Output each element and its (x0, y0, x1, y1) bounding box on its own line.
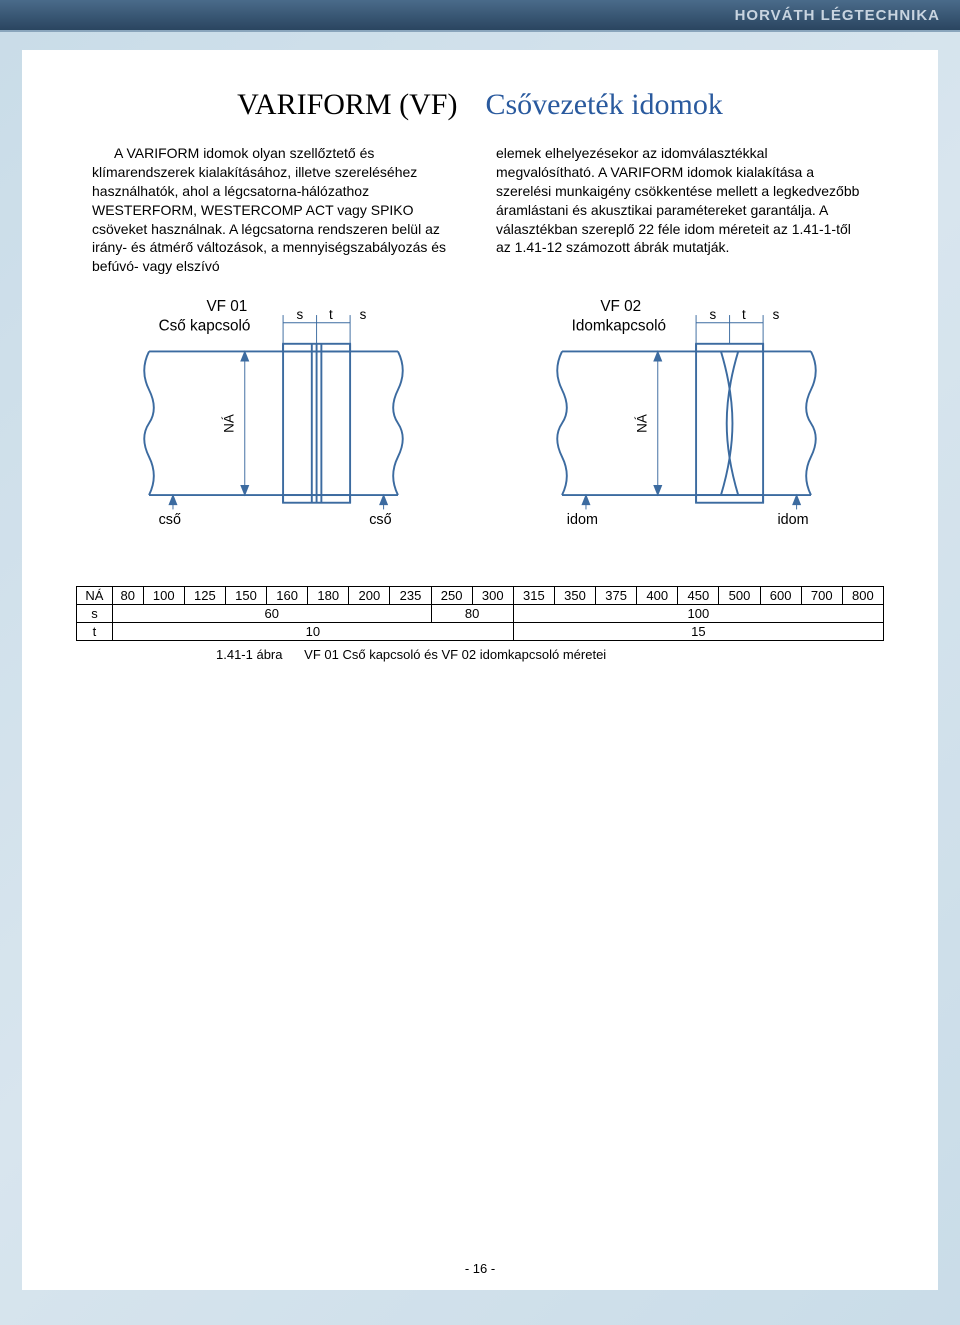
table-header-cell: 800 (842, 587, 883, 605)
table-row-label: t (77, 623, 113, 641)
vf01-dim-s2: s (360, 307, 367, 322)
diagram-vf02-svg: VF 02 Idomkapcsoló s t s (495, 294, 878, 543)
table-header-cell: 450 (678, 587, 719, 605)
table-header-cell: 315 (513, 587, 554, 605)
table-header-cell: 125 (184, 587, 225, 605)
vf01-dim-t: t (329, 307, 333, 322)
vf01-side-left: cső (159, 512, 181, 528)
caption-text: VF 01 Cső kapcsoló és VF 02 idomkapcsoló… (304, 647, 606, 662)
table-header-cell: 200 (349, 587, 390, 605)
table-header-cell: 350 (554, 587, 595, 605)
vf01-na: NÁ (221, 414, 236, 433)
diagrams-row: VF 01 Cső kapcsoló s t s (22, 276, 938, 548)
table-header-row: NÁ80100125150160180200235250300315350375… (77, 587, 884, 605)
table-cell: 100 (513, 605, 883, 623)
caption-ref: 1.41-1 ábra (216, 647, 283, 662)
vf02-name: Idomkapcsoló (572, 318, 666, 335)
table-header-cell: 80 (112, 587, 143, 605)
page: VARIFORM (VF) Csővezeték idomok A VARIFO… (22, 50, 938, 1290)
vf01-side-right: cső (369, 512, 391, 528)
vf02-code: VF 02 (600, 298, 641, 315)
table-header-cell: 235 (390, 587, 431, 605)
table-header-cell: 160 (267, 587, 308, 605)
intro-right: elemek elhelyezésekor az idomválasztékka… (496, 144, 868, 276)
vf02-dim-s1: s (709, 307, 716, 322)
title-left: VARIFORM (VF) (237, 88, 457, 121)
vf01-name: Cső kapcsoló (159, 318, 251, 335)
vf02-na: NÁ (634, 414, 649, 433)
vf02-dim-s2: s (773, 307, 780, 322)
table-caption: 1.41-1 ábra VF 01 Cső kapcsoló és VF 02 … (76, 647, 884, 662)
page-number: - 16 - (22, 1261, 938, 1276)
table-header-cell: 400 (637, 587, 678, 605)
table-header-cell: 500 (719, 587, 760, 605)
table-row-label: s (77, 605, 113, 623)
table-header-cell: 600 (760, 587, 801, 605)
table-cell: 15 (513, 623, 883, 641)
diagram-vf01: VF 01 Cső kapcsoló s t s (82, 294, 465, 548)
header-bar: HORVÁTH LÉGTECHNIKA (0, 0, 960, 32)
table-row: s6080100 (77, 605, 884, 623)
table-header-cell: 100 (143, 587, 184, 605)
intro-columns: A VARIFORM idomok olyan szellőztető és k… (22, 122, 938, 276)
table-header-cell: 375 (596, 587, 637, 605)
table-header-cell: 700 (801, 587, 842, 605)
vf02-dim-t: t (742, 307, 746, 322)
intro-left: A VARIFORM idomok olyan szellőztető és k… (92, 144, 464, 276)
table-row: t1015 (77, 623, 884, 641)
vf01-dim-s1: s (296, 307, 303, 322)
brand-text: HORVÁTH LÉGTECHNIKA (735, 7, 940, 24)
table-header-cell: NÁ (77, 587, 113, 605)
table-header-cell: 180 (308, 587, 349, 605)
vf01-code: VF 01 (206, 298, 247, 315)
table-cell: 10 (112, 623, 513, 641)
document-title: VARIFORM (VF) Csővezeték idomok (22, 50, 938, 122)
dimensions-table-wrap: NÁ80100125150160180200235250300315350375… (22, 548, 938, 662)
vf02-side-right: idom (777, 512, 808, 528)
table-cell: 80 (431, 605, 513, 623)
vf02-side-left: idom (567, 512, 598, 528)
table-cell: 60 (112, 605, 431, 623)
dimensions-table: NÁ80100125150160180200235250300315350375… (76, 586, 884, 641)
table-header-cell: 250 (431, 587, 472, 605)
title-right: Csővezeték idomok (485, 88, 722, 121)
diagram-vf02: VF 02 Idomkapcsoló s t s (495, 294, 878, 548)
diagram-vf01-svg: VF 01 Cső kapcsoló s t s (82, 294, 465, 543)
table-header-cell: 150 (225, 587, 266, 605)
table-header-cell: 300 (472, 587, 513, 605)
